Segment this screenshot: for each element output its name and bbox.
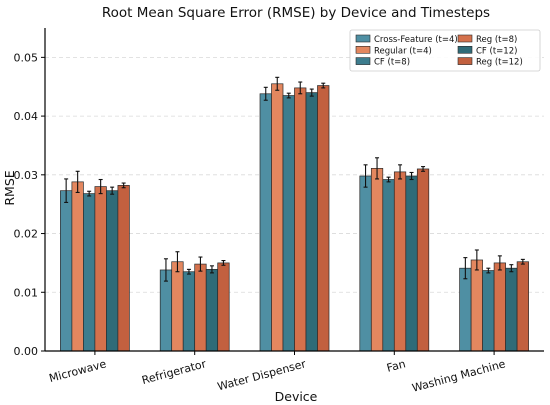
x-tick-label: Refrigerator	[140, 357, 208, 387]
bar	[171, 261, 184, 352]
legend-swatch	[355, 57, 371, 65]
bar	[317, 85, 330, 352]
y-tick-label: 0.05	[14, 51, 39, 64]
y-tick-label: 0.03	[14, 169, 39, 182]
bar	[482, 270, 495, 352]
y-axis-label: RMSE	[2, 170, 17, 205]
x-tick-label: Washing Machine	[411, 357, 507, 395]
bar	[117, 185, 130, 352]
bar	[393, 171, 407, 352]
legend-swatch	[457, 45, 473, 54]
bar	[359, 175, 372, 352]
legend-swatch	[355, 45, 371, 54]
bar	[217, 262, 230, 352]
bar	[259, 93, 272, 352]
legend-swatch	[457, 34, 473, 43]
legend-swatch	[457, 57, 473, 65]
chart-legend: Cross-Feature (t=4)Regular (t=4) CF (t=8)…	[349, 29, 541, 72]
legend-label: Cross-Feature (t=4)	[374, 35, 458, 45]
bar	[205, 269, 219, 352]
bar	[405, 175, 418, 352]
bar	[459, 267, 472, 352]
bar	[282, 95, 295, 352]
bar	[305, 92, 318, 352]
bar	[382, 179, 395, 352]
bar	[182, 271, 196, 352]
bar	[493, 262, 506, 352]
x-tick-label: Fan	[385, 357, 407, 374]
x-axis-label: Device	[275, 389, 318, 404]
y-tick-label: 0.01	[14, 286, 39, 299]
bar	[83, 193, 96, 352]
legend-label: Regular (t=4)	[374, 46, 432, 56]
bar	[159, 269, 173, 352]
legend-label: CF (t=12)	[476, 46, 517, 56]
bar	[505, 267, 518, 352]
x-tick-label: Microwave	[48, 357, 108, 385]
bar	[370, 168, 384, 352]
bar	[194, 263, 207, 352]
bar	[106, 190, 119, 352]
legend-swatch	[355, 34, 371, 43]
chart-title: Root Mean Square Error (RMSE) by Device …	[102, 5, 490, 21]
bar	[294, 87, 307, 352]
legend-label: Reg (t=8)	[476, 35, 517, 45]
y-tick-label: 0.02	[14, 228, 39, 241]
bar	[516, 261, 529, 352]
legend-label: CF (t=8)	[374, 58, 410, 68]
bar	[60, 190, 73, 352]
bars-layer	[60, 76, 529, 352]
y-tick-label: 0.00	[14, 345, 39, 358]
bar	[271, 83, 284, 352]
bar	[416, 168, 430, 352]
bar	[94, 186, 107, 352]
bar	[470, 259, 483, 352]
y-tick-label: 0.04	[14, 110, 39, 123]
legend-label: Reg (t=12)	[476, 58, 523, 68]
bar	[71, 181, 84, 352]
legend-box	[349, 29, 541, 72]
